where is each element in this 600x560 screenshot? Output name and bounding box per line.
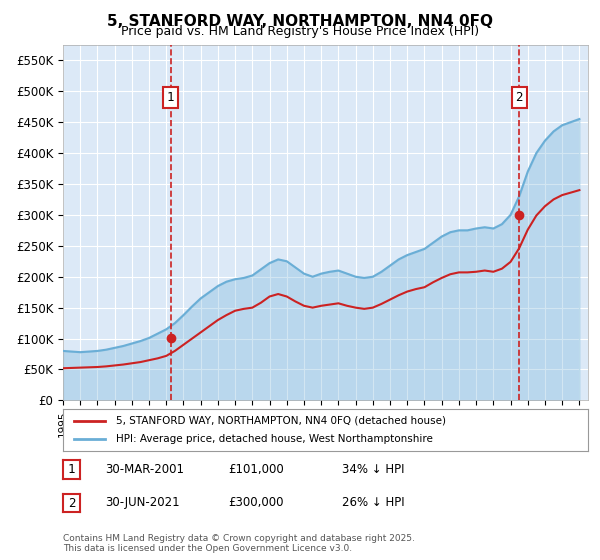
Text: Contains HM Land Registry data © Crown copyright and database right 2025.
This d: Contains HM Land Registry data © Crown c… bbox=[63, 534, 415, 553]
Text: 2: 2 bbox=[515, 91, 523, 104]
Text: 2: 2 bbox=[68, 497, 75, 510]
Text: 30-JUN-2021: 30-JUN-2021 bbox=[105, 496, 179, 510]
Text: £101,000: £101,000 bbox=[228, 463, 284, 476]
Text: 5, STANFORD WAY, NORTHAMPTON, NN4 0FQ (detached house): 5, STANFORD WAY, NORTHAMPTON, NN4 0FQ (d… bbox=[115, 416, 445, 426]
Text: 5, STANFORD WAY, NORTHAMPTON, NN4 0FQ: 5, STANFORD WAY, NORTHAMPTON, NN4 0FQ bbox=[107, 14, 493, 29]
Text: HPI: Average price, detached house, West Northamptonshire: HPI: Average price, detached house, West… bbox=[115, 434, 433, 444]
Text: Price paid vs. HM Land Registry's House Price Index (HPI): Price paid vs. HM Land Registry's House … bbox=[121, 25, 479, 38]
Text: 1: 1 bbox=[167, 91, 175, 104]
Text: 1: 1 bbox=[68, 463, 75, 476]
Text: £300,000: £300,000 bbox=[228, 496, 284, 510]
Text: 34% ↓ HPI: 34% ↓ HPI bbox=[342, 463, 404, 476]
Text: 30-MAR-2001: 30-MAR-2001 bbox=[105, 463, 184, 476]
Text: 26% ↓ HPI: 26% ↓ HPI bbox=[342, 496, 404, 510]
